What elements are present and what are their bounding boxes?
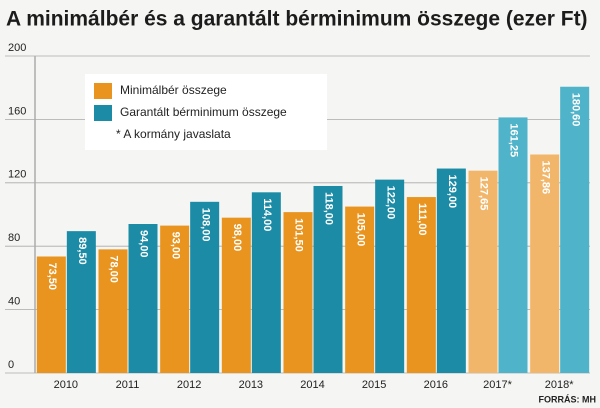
bar — [436, 168, 466, 373]
legend-box — [85, 74, 327, 150]
bar — [160, 225, 190, 373]
legend-label: Garantált bérminimum összege — [120, 105, 287, 119]
y-tick-label: 120 — [8, 169, 26, 181]
bar — [66, 231, 96, 373]
value-label: 180,60 — [569, 93, 581, 127]
value-label: 94,00 — [138, 230, 150, 258]
value-label: 118,00 — [323, 192, 335, 225]
legend-swatch — [94, 83, 112, 99]
x-tick-label: 2018* — [545, 379, 574, 391]
bar — [468, 170, 498, 373]
value-label: 78,00 — [108, 255, 120, 283]
value-label: 114,00 — [261, 198, 273, 231]
x-tick-label: 2010 — [54, 379, 78, 391]
value-label: 98,00 — [231, 224, 243, 252]
legend-label: Minimálbér összege — [120, 83, 227, 97]
x-tick-label: 2017* — [483, 379, 512, 391]
bar — [128, 224, 158, 373]
bar — [560, 86, 590, 374]
value-label: 122,00 — [384, 186, 396, 220]
bar — [36, 256, 66, 373]
value-label: 89,50 — [76, 237, 88, 265]
x-tick-label: 2011 — [116, 379, 140, 391]
x-tick-label: 2013 — [239, 379, 263, 391]
x-tick-label: 2012 — [177, 379, 201, 391]
value-label: 129,00 — [446, 175, 458, 209]
value-label: 127,65 — [478, 177, 490, 211]
value-label: 93,00 — [169, 232, 181, 260]
value-label: 137,86 — [539, 160, 551, 194]
y-tick-label: 0 — [8, 359, 14, 371]
chart-title: A minimálbér és a garantált bérminimum ö… — [6, 8, 588, 31]
bar — [498, 117, 528, 373]
y-tick-label: 160 — [8, 105, 26, 117]
value-label: 161,25 — [508, 123, 520, 157]
value-label: 105,00 — [354, 213, 366, 247]
value-label: 101,50 — [293, 218, 305, 252]
bar — [406, 197, 436, 373]
x-tick-label: 2014 — [300, 379, 324, 391]
bar — [283, 212, 313, 373]
y-tick-label: 80 — [8, 232, 20, 244]
legend-note: * A kormány javaslata — [116, 127, 231, 141]
bar — [190, 201, 220, 373]
source: FORRÁS: MH — [539, 394, 597, 404]
bar — [313, 185, 343, 373]
bar — [221, 217, 251, 373]
y-tick-label: 40 — [8, 296, 20, 308]
x-tick-label: 2016 — [424, 379, 448, 391]
y-tick-label: 200 — [8, 42, 26, 54]
bar — [375, 179, 405, 373]
value-label: 111,00 — [416, 203, 428, 235]
bar — [98, 249, 128, 373]
value-label: 73,50 — [46, 263, 58, 291]
value-label: 108,00 — [199, 208, 211, 242]
legend-swatch — [94, 105, 112, 121]
bar — [345, 206, 375, 373]
bar — [251, 192, 281, 373]
bar — [530, 154, 560, 373]
x-tick-label: 2015 — [362, 379, 386, 391]
